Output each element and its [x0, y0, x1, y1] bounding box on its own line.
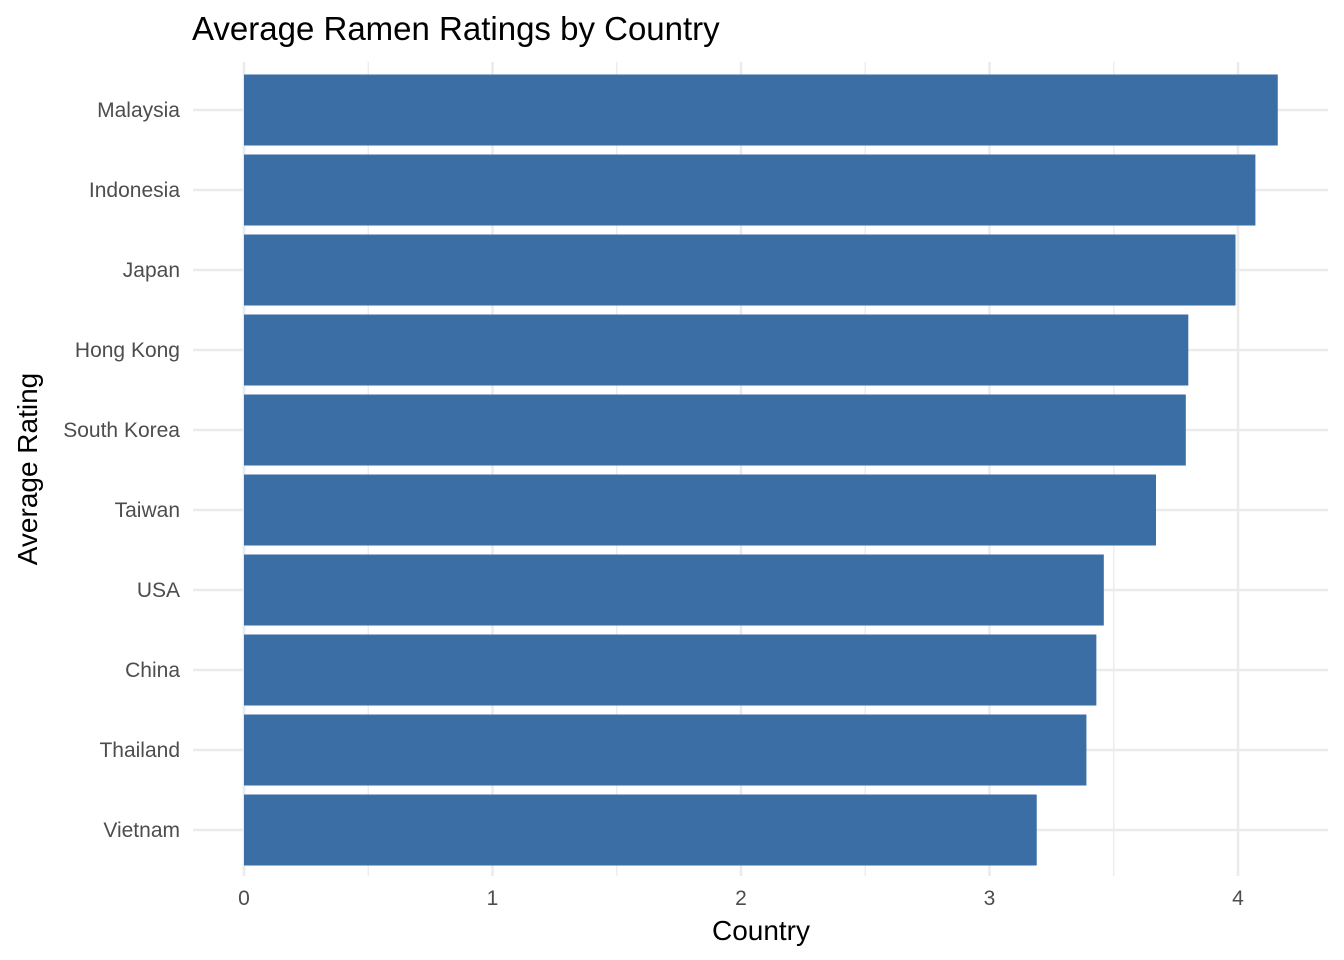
y-tick-label: South Korea	[63, 419, 180, 442]
y-tick-label: Indonesia	[89, 179, 180, 202]
bar	[244, 74, 1278, 146]
bar-layer	[244, 74, 1278, 866]
x-tick-label: 0	[238, 887, 250, 910]
x-tick-label: 4	[1232, 887, 1244, 910]
bar	[244, 634, 1097, 706]
bar	[244, 714, 1087, 786]
x-tick-label: 1	[487, 887, 499, 910]
bar	[244, 394, 1186, 466]
x-tick-label: 2	[735, 887, 747, 910]
y-tick-label: USA	[137, 579, 180, 602]
bar	[244, 474, 1156, 546]
y-axis-title: Average Rating	[12, 373, 43, 566]
bar	[244, 154, 1256, 226]
label-layer: Malaysia Indonesia Japan Hong Kong South Kor…	[63, 99, 1244, 910]
chart-title: Average Ramen Ratings by Country	[192, 10, 720, 47]
y-tick-label: Thailand	[99, 739, 180, 762]
y-tick-label: Taiwan	[115, 499, 180, 522]
y-tick-label: China	[125, 659, 180, 682]
y-tick-label: Japan	[123, 259, 180, 282]
x-axis-title: Country	[712, 915, 810, 946]
bar	[244, 234, 1236, 306]
y-tick-label: Hong Kong	[75, 339, 180, 362]
x-tick-label: 3	[984, 887, 996, 910]
y-tick-label: Vietnam	[103, 819, 180, 842]
y-tick-label: Malaysia	[97, 99, 180, 122]
bar	[244, 314, 1189, 386]
bar	[244, 794, 1037, 866]
bar	[244, 554, 1104, 626]
